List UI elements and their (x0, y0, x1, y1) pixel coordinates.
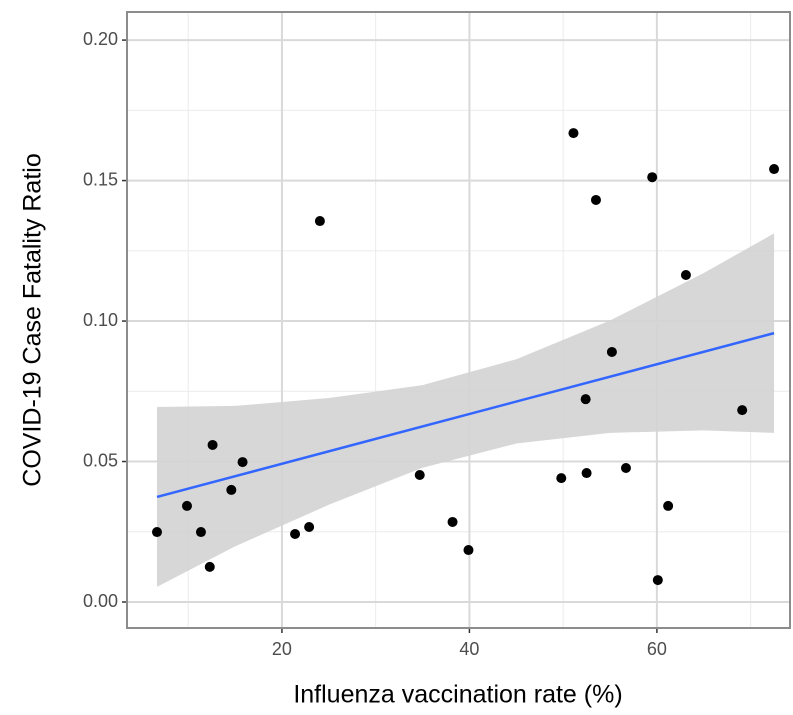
point (195, 527, 206, 538)
y-tick-label: 0.15 (83, 169, 118, 189)
point (237, 457, 248, 468)
y-tick-label: 0.05 (83, 450, 118, 470)
x-tick-label: 40 (459, 639, 479, 659)
point (304, 521, 315, 532)
point (590, 194, 601, 205)
x-axis-title: Influenza vaccination rate (%) (293, 681, 622, 709)
point (447, 516, 458, 527)
point (181, 500, 192, 511)
point (290, 529, 301, 540)
point (207, 439, 218, 450)
point (556, 473, 567, 484)
point (663, 500, 674, 511)
x-tick-label: 20 (272, 639, 292, 659)
point (204, 561, 215, 572)
point (769, 164, 780, 175)
y-tick-label: 0.20 (83, 29, 118, 49)
point (314, 216, 325, 227)
fit-line (156, 331, 775, 499)
point (606, 346, 617, 357)
point (581, 468, 592, 479)
confidence-band (156, 233, 775, 587)
point (580, 394, 591, 405)
point (568, 128, 579, 139)
point (647, 172, 658, 183)
point (463, 545, 474, 556)
point (620, 462, 631, 473)
point (680, 269, 691, 280)
point (652, 575, 663, 586)
y-tick-label: 0.10 (83, 310, 118, 330)
point (151, 527, 162, 538)
point (737, 405, 748, 416)
panel-border (126, 11, 791, 629)
point (226, 484, 237, 495)
y-axis-title: COVID-19 Case Fatality Ratio (19, 153, 47, 486)
y-tick-label: 0.00 (83, 591, 118, 611)
point (414, 470, 425, 481)
x-tick-label: 60 (647, 639, 667, 659)
